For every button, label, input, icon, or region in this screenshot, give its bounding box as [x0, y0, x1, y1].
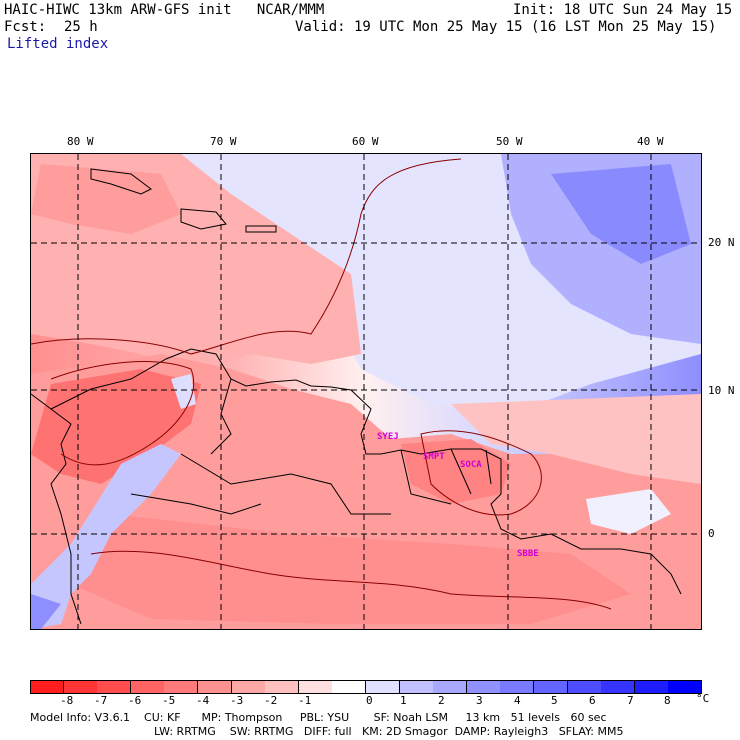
lon-label-80w: 80 W [67, 135, 94, 148]
border-lines [130, 378, 492, 515]
coastline-south-america [50, 348, 682, 595]
graticule [31, 154, 701, 629]
colorbar-swatch [567, 680, 602, 694]
colorbar-swatch [668, 680, 703, 694]
contour-minus-2-south [90, 550, 612, 610]
colorbar-label: 2 [438, 694, 445, 707]
lifted-index-map [30, 153, 702, 630]
colorbar-label: 4 [514, 694, 521, 707]
colorbar-swatch [265, 680, 300, 694]
contour-minus-2-north [31, 158, 462, 355]
colorbar-label: -3 [230, 694, 244, 707]
contour-minus-2-andes [50, 361, 195, 466]
colorbar-label: -5 [162, 694, 176, 707]
field-stable-patch-atlantic [586, 489, 671, 534]
colorbar-unit: °C [696, 692, 710, 705]
field-stable-patch-southwest [31, 594, 61, 629]
field-region-guianas [401, 439, 511, 504]
station-soca: SOCA [460, 460, 482, 470]
colorbar-label: 6 [589, 694, 596, 707]
colorbar-swatch [399, 680, 434, 694]
colorbar-label: -1 [298, 694, 312, 707]
lon-label-60w: 60 W [352, 135, 379, 148]
colorbar-label: -6 [128, 694, 142, 707]
station-smpt: SMPT [423, 452, 445, 462]
field-region-greater-antilles [31, 164, 181, 234]
coastline-hispaniola [180, 208, 227, 230]
colorbar-label: 5 [551, 694, 558, 707]
colorbar-label: 0 [366, 694, 373, 707]
colorbar-swatch [63, 680, 98, 694]
field-name: Lifted index [7, 36, 109, 52]
lat-label-equator: 0 [708, 527, 715, 540]
colorbar-swatch [231, 680, 266, 694]
colorbar-swatch [500, 680, 535, 694]
colorbar-swatch [164, 680, 199, 694]
valid-time: Valid: 19 UTC Mon 25 May 15 (16 LST Mon … [295, 19, 717, 35]
lon-label-50w: 50 W [496, 135, 523, 148]
forecast-hour: 25 h [64, 19, 98, 35]
colorbar-swatch [130, 680, 165, 694]
colorbar-label: -4 [196, 694, 210, 707]
colorbar-swatch [198, 680, 232, 694]
station-sbbe: SBBE [517, 549, 539, 559]
init-time: Init: 18 UTC Sun 24 May 15 [513, 2, 733, 18]
colorbar-swatch [366, 680, 400, 694]
lat-label-10n: 10 N [708, 384, 735, 397]
colorbar-swatch [601, 680, 636, 694]
map-title: HAIC-HIWC 13km ARW-GFS init NCAR/MMM [4, 2, 325, 18]
colorbar-label: 1 [400, 694, 407, 707]
colorbar-label: -2 [264, 694, 278, 707]
lon-label-70w: 70 W [210, 135, 237, 148]
model-info-line-1: Model Info: V3.6.1 CU: KF MP: Thompson P… [30, 711, 607, 724]
colorbar-swatch [332, 680, 367, 694]
station-syej: SYEJ [377, 432, 399, 442]
colorbar-label: 7 [627, 694, 634, 707]
model-info-line-2: LW: RRTMG SW: RRTMG DIFF: full KM: 2D Sm… [154, 725, 624, 738]
colorbar-label: 3 [476, 694, 483, 707]
colorbar-label: -8 [60, 694, 74, 707]
lon-label-40w: 40 W [637, 135, 664, 148]
coastline-puerto-rico [245, 225, 277, 233]
colorbar-swatch [433, 680, 468, 694]
colorbar-swatch [634, 680, 669, 694]
coastline-panama [31, 393, 82, 625]
field-stable-patch-andes [31, 444, 181, 629]
field-region-atlantic-southeast [451, 394, 701, 484]
colorbar-swatch [534, 680, 568, 694]
contour-minus-2-guianas [420, 430, 542, 516]
colorbar-swatch [298, 680, 333, 694]
lat-label-20n: 20 N [708, 236, 735, 249]
colorbar-swatch [466, 680, 501, 694]
field-region-ne-core [551, 164, 691, 264]
coastline-cuba [90, 168, 152, 195]
colorbar-swatch [97, 680, 132, 694]
colorbar-label: 8 [664, 694, 671, 707]
colorbar-label: -7 [94, 694, 108, 707]
colorbar-swatch [30, 680, 64, 694]
forecast-label: Fcst: [4, 19, 47, 35]
